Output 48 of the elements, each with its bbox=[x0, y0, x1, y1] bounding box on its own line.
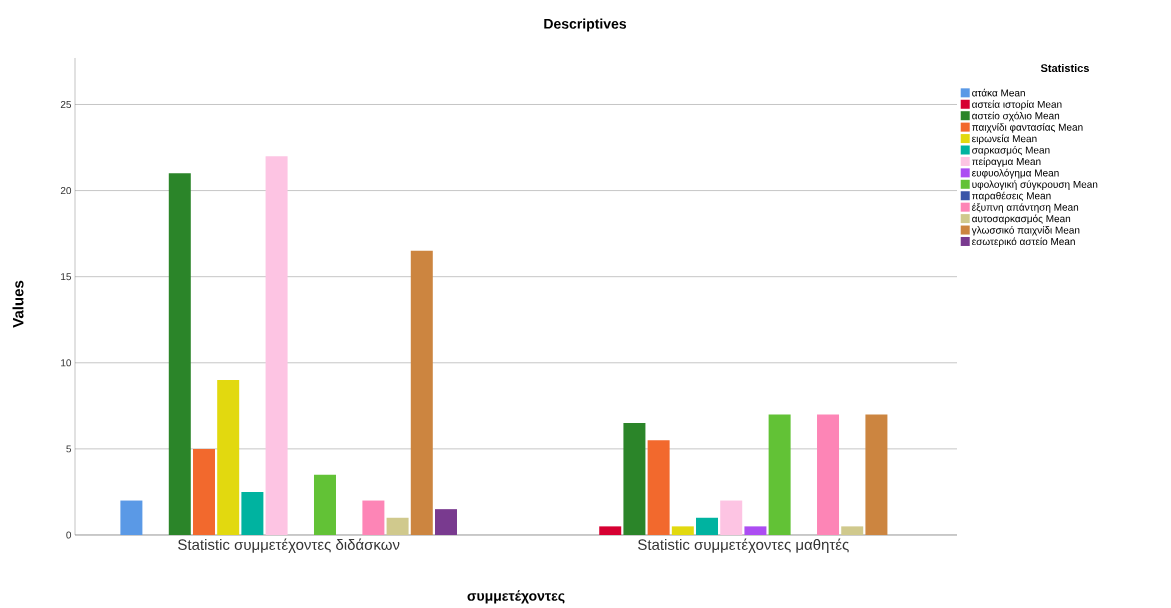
legend-title: Statistics bbox=[1040, 63, 1089, 73]
legend-label: ατάκα Mean bbox=[972, 88, 1025, 97]
bar bbox=[647, 440, 670, 535]
bar bbox=[696, 517, 719, 535]
bar bbox=[265, 156, 288, 535]
bar bbox=[599, 526, 622, 535]
bar bbox=[362, 500, 385, 535]
y-tick-label: 25 bbox=[60, 100, 72, 109]
bar bbox=[192, 448, 215, 535]
bar bbox=[865, 414, 888, 535]
legend-label: αυτοσαρκασμός Mean bbox=[972, 214, 1071, 225]
bar bbox=[386, 517, 409, 535]
bar bbox=[623, 423, 646, 535]
y-tick-label: 10 bbox=[61, 359, 72, 367]
x-axis-title: συμμετέχοντες bbox=[467, 590, 565, 604]
y-tick-label: 15 bbox=[61, 273, 72, 281]
bar bbox=[768, 414, 791, 535]
legend-label: αστεία ιστορία Mean bbox=[972, 100, 1062, 110]
y-tick-label: 0 bbox=[66, 531, 72, 539]
bar bbox=[841, 526, 864, 535]
bar bbox=[720, 500, 743, 535]
bar bbox=[671, 526, 694, 535]
bar bbox=[817, 414, 840, 535]
y-tick-label: 5 bbox=[66, 445, 72, 453]
legend-label: παραθέσεις Mean bbox=[972, 191, 1051, 202]
legend-label: γλωσσικό παιχνίδι Mean bbox=[971, 226, 1080, 236]
legend-label: σαρκασμός Mean bbox=[972, 145, 1050, 156]
bar bbox=[410, 250, 433, 535]
bar bbox=[313, 474, 336, 535]
bar bbox=[744, 526, 767, 535]
chart-title: Descriptives bbox=[544, 18, 627, 32]
y-axis-title: Values bbox=[12, 280, 24, 328]
bar bbox=[168, 173, 191, 535]
bar bbox=[434, 509, 457, 535]
legend-label: αστείο σχόλιο Mean bbox=[972, 111, 1060, 122]
bar bbox=[217, 380, 240, 535]
x-tick-label: Statistic συμμετέχοντες διδάσκων bbox=[178, 538, 400, 553]
bar bbox=[120, 500, 143, 535]
legend-label: έξυπνη απάντηση Mean bbox=[972, 203, 1079, 213]
legend-label: πείραγμα Mean bbox=[972, 157, 1041, 168]
legend-label: παιχνίδι φαντασίας Mean bbox=[972, 123, 1083, 133]
x-tick-label: Statistic συμμετέχοντες μαθητές bbox=[638, 538, 849, 553]
legend-label: εσωτερικό αστείο Mean bbox=[972, 237, 1075, 248]
legend-label: ευφυολόγημα Mean bbox=[972, 168, 1059, 179]
legend-label: υφολογική σύγκρουση Mean bbox=[972, 180, 1098, 190]
bar bbox=[241, 491, 264, 535]
y-tick-label: 20 bbox=[60, 187, 72, 195]
legend-label: ειρωνεία Mean bbox=[972, 134, 1037, 145]
